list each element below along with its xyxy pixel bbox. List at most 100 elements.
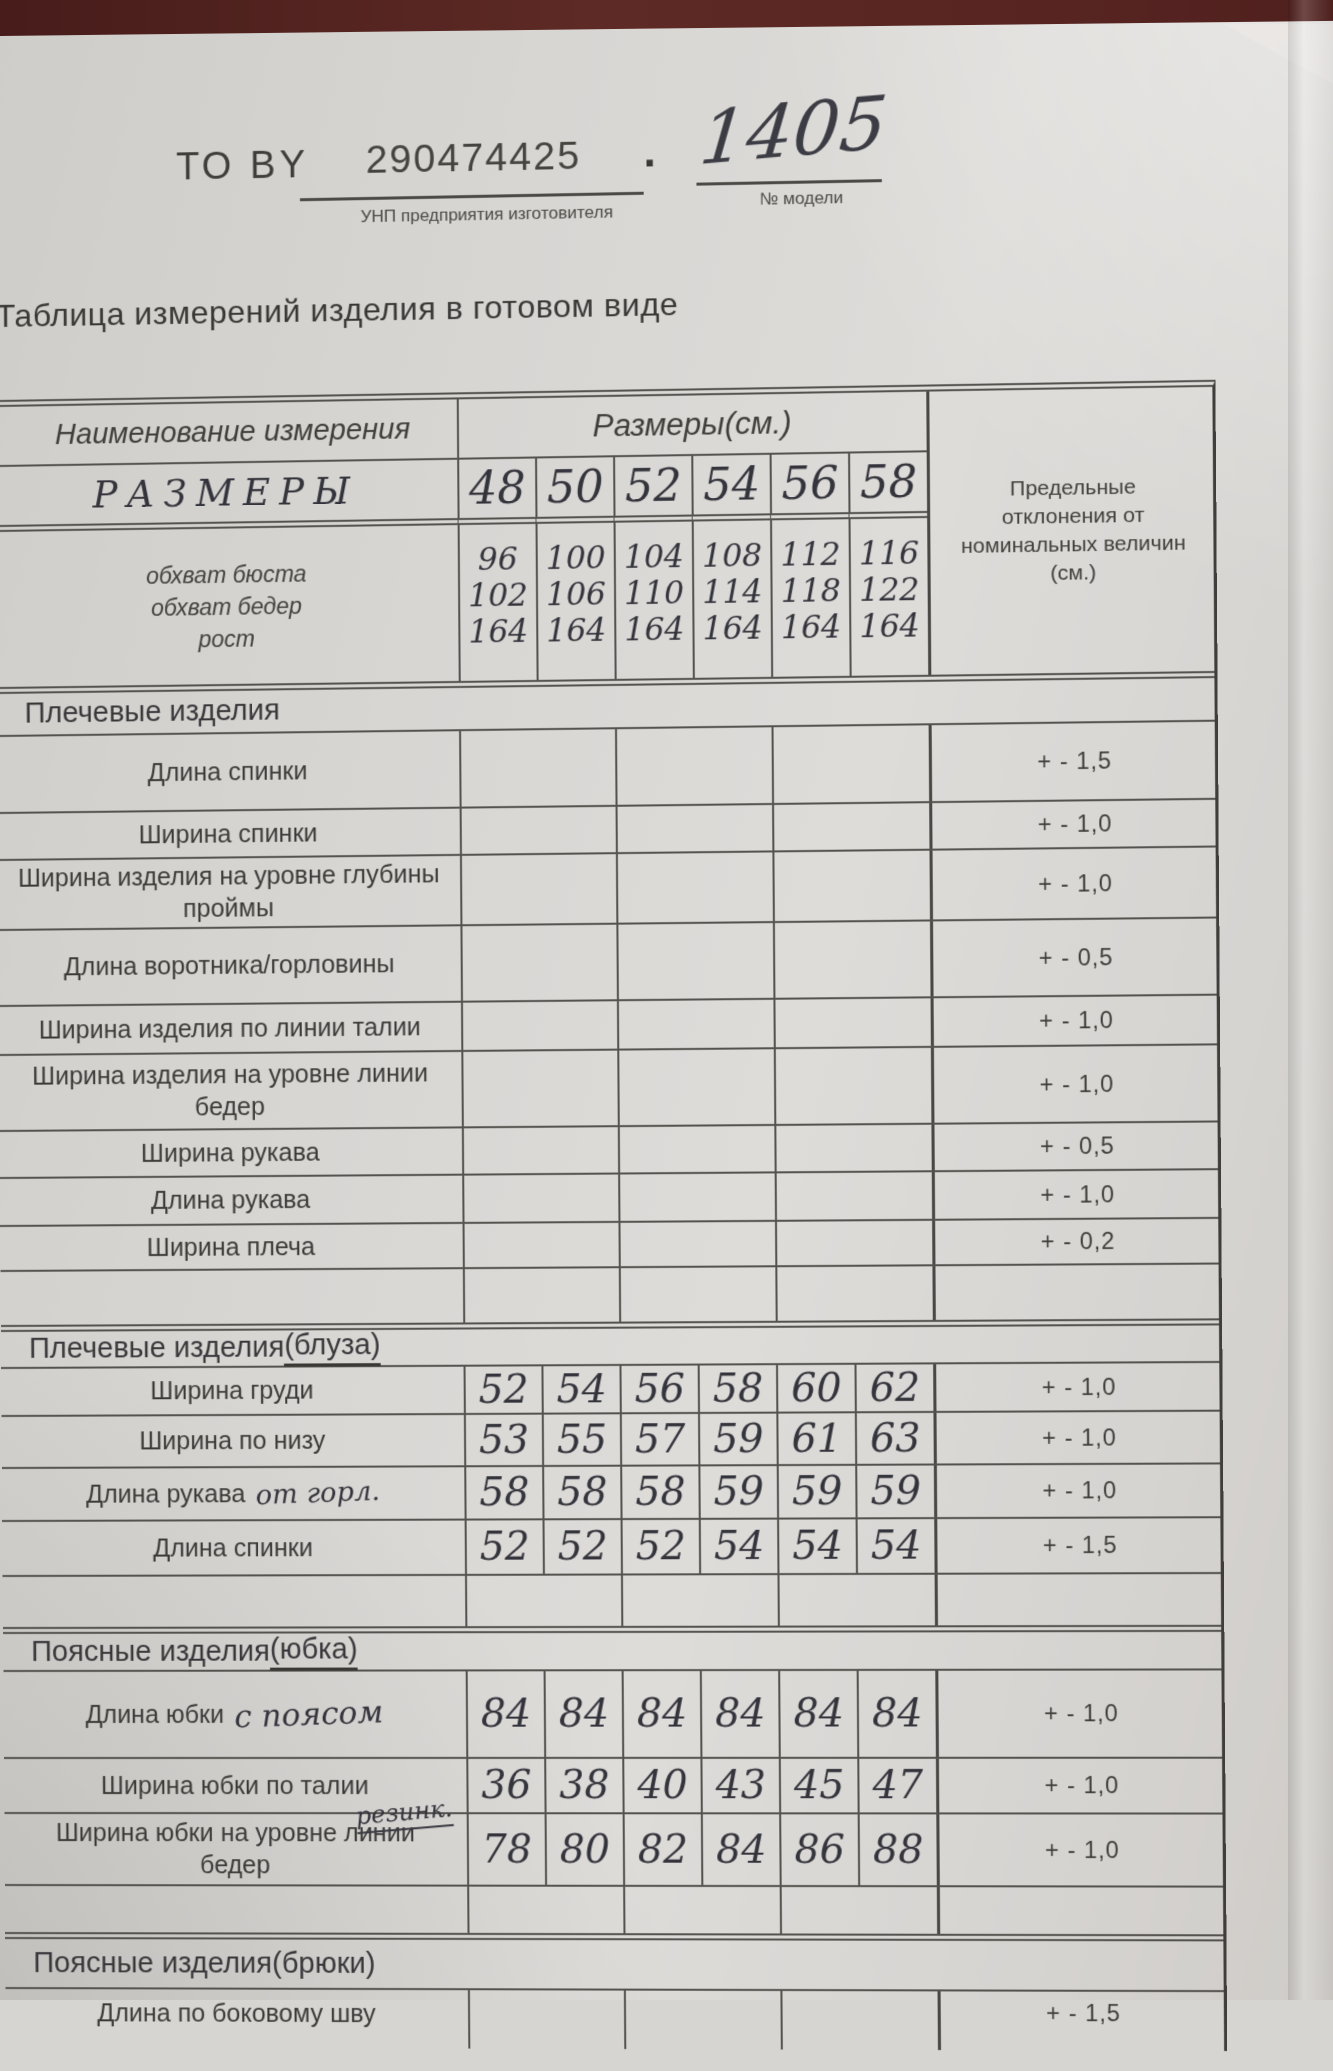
girth-label-hips: обхват бедер: [151, 589, 302, 623]
tolerance-cell: + - 1,5: [938, 1991, 1228, 2051]
size-cell-empty: [617, 1000, 774, 1049]
spacer-row: [0, 1263, 1218, 1325]
tolerance-cell: + - 0,5: [930, 919, 1220, 997]
size-value-cell: 54: [541, 1366, 619, 1413]
size-cell-empty: [618, 1222, 775, 1266]
size-value-cell: 84: [466, 1671, 545, 1757]
measurement-label: Длина юбки с поясом: [3, 1671, 466, 1757]
size-value-cell: 84: [544, 1671, 623, 1757]
tolerance-cell: + - 0,2: [932, 1219, 1222, 1264]
size-cell-empty: [460, 807, 616, 854]
model-underline: [696, 179, 881, 186]
tolerance-cell: + - 1,5: [929, 722, 1219, 801]
size-value-cell: 53: [464, 1415, 542, 1466]
section-header-skirt: Поясные изделия (юбка): [3, 1625, 1221, 1670]
size-cell-empty: [773, 921, 931, 997]
size-value-cell: 56: [619, 1366, 698, 1413]
size-value-cell: 84: [778, 1671, 857, 1757]
size-cell-empty: [618, 1126, 775, 1173]
size-value-cell: 84: [857, 1671, 936, 1757]
size-48: 48: [457, 459, 535, 526]
size-value-cell: 36: [466, 1759, 544, 1812]
tolerance-header: Предельные отклонения от номинальных вел…: [926, 387, 1217, 675]
name-column-header: Наименование измерения: [0, 399, 457, 467]
size-cell-empty: [463, 1223, 619, 1267]
size-value-cell: 61: [776, 1413, 855, 1464]
tolerance-cell: + - 1,0: [929, 800, 1219, 849]
size-value-cell: 78: [467, 1814, 545, 1884]
tolerance-cell: + - 1,0: [933, 1412, 1223, 1464]
section-title: Плечевые изделия: [24, 694, 279, 730]
size-cell-empty: [468, 1990, 624, 2049]
size-value-cell: 84: [622, 1671, 701, 1757]
measurement-table: Наименование измерения Размеры(см.) Пред…: [0, 380, 1227, 2051]
size-value-cell: 88: [858, 1814, 937, 1885]
measurement-label: Длина рукава от горл.: [2, 1467, 465, 1520]
size-value-cell: 52: [465, 1520, 543, 1574]
size-cell-empty: [463, 1268, 619, 1322]
size-cell-empty: [775, 1266, 932, 1320]
size-value-cell: 59: [698, 1414, 777, 1465]
measurement-row: Длина спинки + - 1,5: [0, 720, 1215, 812]
girth-labels: обхват бюста обхват бедер рост: [0, 525, 459, 687]
size-value-cell: 59: [698, 1466, 777, 1518]
size-cell-empty: [462, 1127, 618, 1173]
size-cell-empty: [771, 725, 929, 803]
tolerance-cell: + - 1,0: [935, 1670, 1225, 1756]
tolerance-cell: + - 1,0: [929, 847, 1219, 919]
size-value-cell: 54: [777, 1519, 856, 1573]
size-value-cell: 60: [776, 1365, 855, 1412]
size-value-cell: 58: [698, 1365, 777, 1412]
size-value-cell: 63: [855, 1413, 934, 1464]
unp-underline: [300, 192, 644, 202]
size-value-cell: 47: [857, 1759, 936, 1813]
measurement-row: Длина рукава от горл. 58 58 58 59 59 59 …: [2, 1462, 1220, 1520]
size-value-cell: 58: [464, 1467, 542, 1519]
measurement-row: Длина юбки с поясом 84 84 84 84 84 84 + …: [3, 1668, 1222, 1757]
tolerance-cell: + - 1,0: [931, 1045, 1221, 1122]
size-value-cell: 52: [621, 1520, 700, 1574]
size-cell-empty: [460, 854, 616, 924]
girth-label-bust: обхват бюста: [146, 557, 307, 591]
handwritten-note: с поясом: [234, 1696, 384, 1733]
section-header-blouse: Плечевые изделия (блуза): [1, 1318, 1219, 1367]
tolerance-cell: [932, 1265, 1222, 1320]
section-title: Поясные изделия: [31, 1635, 270, 1668]
size-value-cell: 84: [700, 1671, 779, 1757]
size-value-cell: 86: [779, 1814, 858, 1885]
measurement-label: Длина по боковому шву: [6, 1989, 469, 2049]
size-value-cell: 58: [542, 1467, 620, 1519]
size-value-cell: 59: [855, 1466, 934, 1518]
table-header: Наименование измерения Размеры(см.) Пред…: [0, 387, 1214, 687]
size-50: 50: [535, 457, 613, 524]
tolerance-cell: + - 1,0: [934, 1464, 1224, 1517]
measurement-row: Ширина изделия на уровне глубины проймы …: [0, 845, 1216, 929]
measurement-label: Длина рукава: [0, 1176, 463, 1225]
measurement-row: Ширина по низу 53 55 57 59 61 63 + - 1,0: [2, 1410, 1220, 1467]
measurement-row: Ширина груди 52 54 56 58 60 62 + - 1,0: [1, 1361, 1219, 1415]
page-title: Таблица измерений изделия в готовом виде: [0, 286, 678, 335]
size-value-cell: 59: [777, 1466, 856, 1518]
size-value-cell: 45: [779, 1759, 858, 1813]
sizes-header: Размеры(см.): [457, 392, 927, 460]
measurement-label: Ширина груди: [1, 1367, 464, 1415]
tolerance-cell: [935, 1574, 1225, 1625]
size-cell-empty: [624, 1991, 781, 2050]
measurement-label: [1, 1269, 464, 1325]
size-cell-empty: [460, 925, 616, 1001]
measurement-row: Ширина рукава + - 0,5: [0, 1120, 1218, 1177]
measurement-row: Ширина плеча + - 0,2: [0, 1217, 1218, 1270]
size-value-cell: 84: [701, 1814, 780, 1885]
size-value-cell: 82: [623, 1814, 702, 1885]
measurement-label: Длина спинки: [2, 1521, 465, 1575]
size-cell-empty: [615, 727, 772, 805]
size-cell-empty: [618, 1173, 775, 1220]
measurement-row: Ширина юбки по талии резинк. 36 38 40 43…: [4, 1757, 1223, 1813]
unp-caption: УНП предприятия изготовителя: [360, 202, 613, 227]
tolerance-cell: + - 1,0: [932, 1170, 1222, 1219]
size-54: 54: [691, 455, 770, 522]
